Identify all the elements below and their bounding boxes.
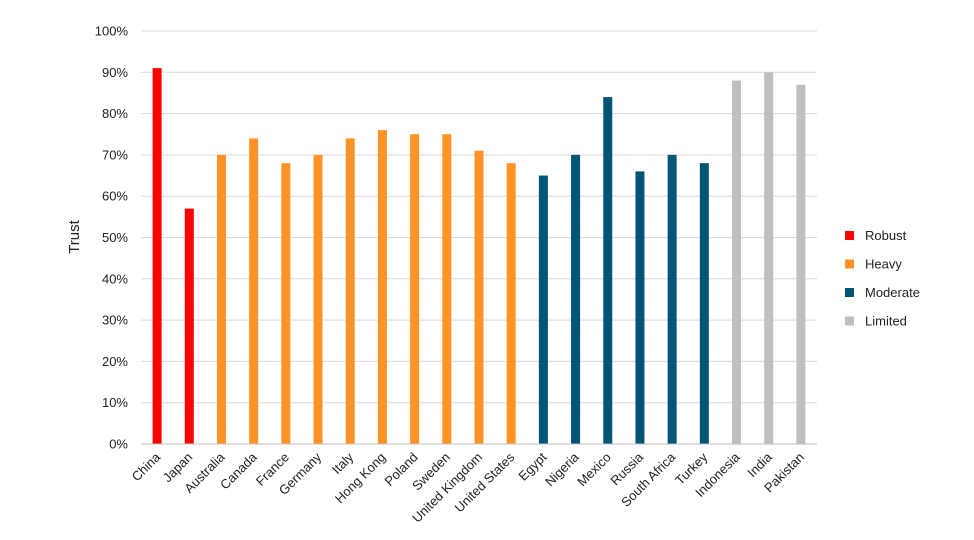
bar-turkey: [699, 163, 709, 444]
bar-australia: [216, 154, 226, 444]
y-tick-label: 70%: [102, 147, 128, 162]
bar-germany: [313, 154, 323, 444]
bar-united-states: [506, 163, 516, 444]
legend-label-heavy: Heavy: [865, 257, 902, 272]
y-tick-label: 20%: [102, 354, 128, 369]
bar-egypt: [538, 175, 548, 445]
x-tick-label: Canada: [217, 449, 260, 492]
y-tick-label: 60%: [102, 189, 128, 204]
x-tick-label: China: [129, 449, 164, 484]
y-tick-label: 50%: [102, 230, 128, 245]
bar-france: [281, 163, 291, 444]
y-tick-label: 100%: [95, 24, 129, 39]
legend-label-robust: Robust: [865, 228, 907, 243]
bar-sweden: [442, 134, 452, 444]
bar-india: [764, 72, 774, 445]
bar-pakistan: [796, 84, 806, 444]
bar-mexico: [603, 97, 613, 444]
y-tick-label: 0%: [109, 437, 128, 452]
legend-swatch-robust: [845, 231, 854, 240]
legend-swatch-limited: [845, 316, 854, 326]
bar-japan: [184, 208, 194, 444]
bar-south-africa: [667, 154, 677, 444]
bar-united-kingdom: [474, 150, 484, 444]
bar-indonesia: [732, 80, 742, 444]
bar-nigeria: [571, 154, 581, 444]
bar-china: [152, 68, 162, 445]
legend-swatch-moderate: [845, 288, 854, 297]
y-axis-ticks: 0% 10% 20% 30% 40% 50% 60% 70% 80% 90% 100%: [95, 24, 129, 452]
bar-italy: [345, 138, 355, 444]
y-tick-label: 90%: [102, 65, 128, 80]
bar-poland: [410, 134, 420, 444]
x-tick-label: Mexico: [574, 450, 614, 490]
bar-hong-kong: [377, 130, 387, 444]
x-tick-label: Nigeria: [542, 449, 582, 489]
y-axis-title: Trust: [66, 219, 83, 253]
bars: [152, 68, 806, 445]
bar-canada: [249, 138, 259, 444]
y-tick-label: 80%: [102, 106, 128, 121]
bar-russia: [635, 171, 645, 445]
y-tick-label: 40%: [102, 271, 128, 286]
legend-label-moderate: Moderate: [865, 285, 920, 300]
x-tick-label: Italy: [329, 449, 357, 477]
legend-swatch-heavy: [845, 259, 854, 269]
legend-label-limited: Limited: [865, 314, 907, 329]
y-tick-label: 30%: [102, 313, 128, 328]
legend: Robust Heavy Moderate Limited: [845, 228, 920, 329]
y-tick-label: 10%: [102, 395, 128, 410]
